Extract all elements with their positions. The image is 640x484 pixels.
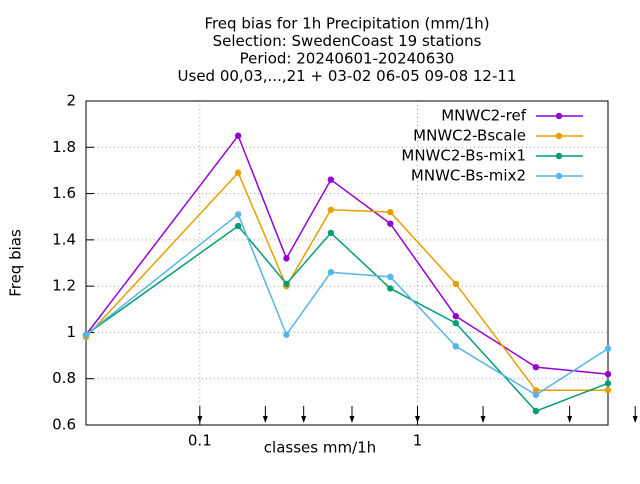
point (387, 220, 394, 227)
class-arrow-head (567, 416, 573, 423)
point (82, 331, 90, 338)
point (452, 313, 460, 320)
y-tick-label: 1 (66, 323, 76, 341)
point (234, 222, 242, 230)
y-tick-label: 2 (66, 92, 76, 110)
point (604, 387, 612, 394)
point (387, 285, 394, 292)
legend-label: MNWC2-Bscale (413, 127, 526, 145)
legend-swatch-point (555, 152, 563, 160)
class-arrow-head (349, 416, 355, 423)
point (452, 343, 460, 350)
x-tick-label: 1 (413, 432, 423, 450)
legend-swatch-point (555, 132, 563, 140)
point (283, 331, 290, 338)
class-arrow-head (197, 416, 203, 423)
x-tick-label: 0.1 (188, 432, 212, 450)
y-tick-label: 0.6 (52, 416, 76, 434)
chart-title: Selection: SwedenCoast 19 stations (213, 32, 482, 50)
point (532, 407, 540, 415)
y-tick-label: 1.6 (52, 184, 76, 202)
point (234, 132, 242, 139)
point (283, 255, 290, 262)
point (452, 280, 460, 288)
point (234, 211, 242, 218)
line (85, 171, 608, 392)
point (532, 387, 540, 394)
class-arrow-head (415, 416, 421, 423)
legend-swatch-point (555, 112, 563, 120)
y-axis-label: Freq bias (7, 229, 25, 297)
point (532, 391, 540, 399)
point (387, 208, 394, 216)
point (387, 273, 394, 281)
class-arrow-head (301, 416, 307, 423)
point (283, 280, 290, 288)
class-arrow-head (480, 416, 486, 423)
y-tick-label: 0.8 (52, 369, 76, 387)
chart-title: Period: 20240601-20240630 (240, 50, 455, 68)
point (604, 370, 612, 378)
legend-label: MNWC2-ref (441, 107, 526, 125)
y-tick-label: 1.2 (52, 277, 76, 295)
point (327, 269, 335, 276)
point (327, 206, 335, 213)
y-tick-label: 1.4 (52, 230, 76, 248)
legend-swatch-point (555, 172, 563, 180)
line (85, 213, 609, 396)
point (532, 363, 540, 371)
point (327, 229, 335, 237)
chart-title: Freq bias for 1h Precipitation (mm/1h) (204, 15, 489, 33)
point (452, 319, 460, 327)
point (604, 380, 612, 387)
class-arrow-head (632, 416, 638, 423)
class-arrow-head (262, 416, 268, 423)
point (327, 176, 335, 183)
plot-frame (85, 100, 609, 426)
y-tick-label: 1.8 (52, 138, 76, 156)
point (604, 345, 612, 352)
line (85, 224, 609, 412)
point (234, 169, 242, 176)
line (85, 134, 609, 375)
legend-label: MNWC2-Bs-mix1 (401, 147, 526, 165)
x-axis-label: classes mm/1h (264, 439, 376, 457)
legend-label: MNWC-Bs-mix2 (411, 167, 526, 185)
chart-title: Used 00,03,...,21 + 03-02 06-05 09-08 12… (178, 67, 517, 85)
